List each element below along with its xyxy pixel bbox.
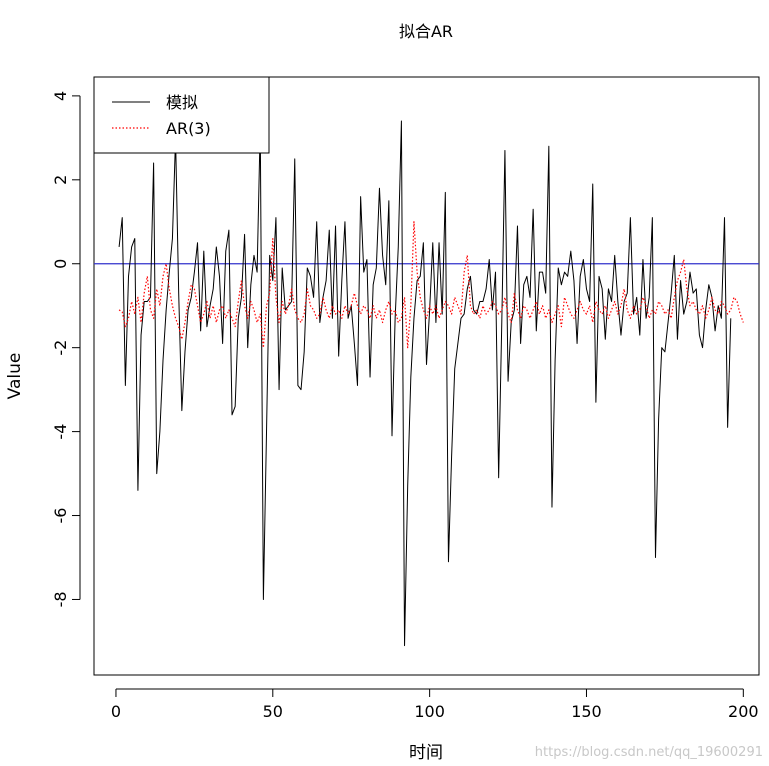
series-line-ar3	[118, 221, 744, 349]
legend-label-sim: 模拟	[166, 93, 198, 112]
x-tick-label: 50	[263, 702, 283, 721]
y-tick-label: -6	[51, 508, 70, 524]
x-tick-label: 200	[728, 702, 759, 721]
watermark-text: https://blog.csdn.net/qq_19600291	[534, 745, 763, 760]
y-tick-label: -8	[51, 591, 70, 607]
series-layer	[118, 120, 744, 647]
y-tick-label: 0	[51, 259, 70, 269]
x-axis: 0 50 100 150 200	[111, 688, 759, 721]
x-tick-label: 0	[111, 702, 121, 721]
plot-frame	[93, 76, 760, 676]
y-axis-label: Value	[5, 353, 25, 400]
legend-box	[93, 76, 270, 154]
y-tick-label: -4	[51, 424, 70, 440]
x-tick-label: 100	[414, 702, 445, 721]
series-line-sim	[118, 120, 732, 647]
x-axis-label: 时间	[409, 743, 443, 763]
y-tick-label: -2	[51, 340, 70, 356]
y-tick-label: 4	[51, 91, 70, 101]
x-tick-label: 150	[571, 702, 602, 721]
chart-title: 拟合AR	[399, 22, 453, 41]
legend-label-ar3: AR(3)	[166, 119, 211, 138]
y-tick-label: 2	[51, 175, 70, 185]
y-axis: 4 2 0 -2 -4 -6 -8	[51, 91, 81, 607]
legend: 模拟 AR(3)	[93, 76, 270, 154]
